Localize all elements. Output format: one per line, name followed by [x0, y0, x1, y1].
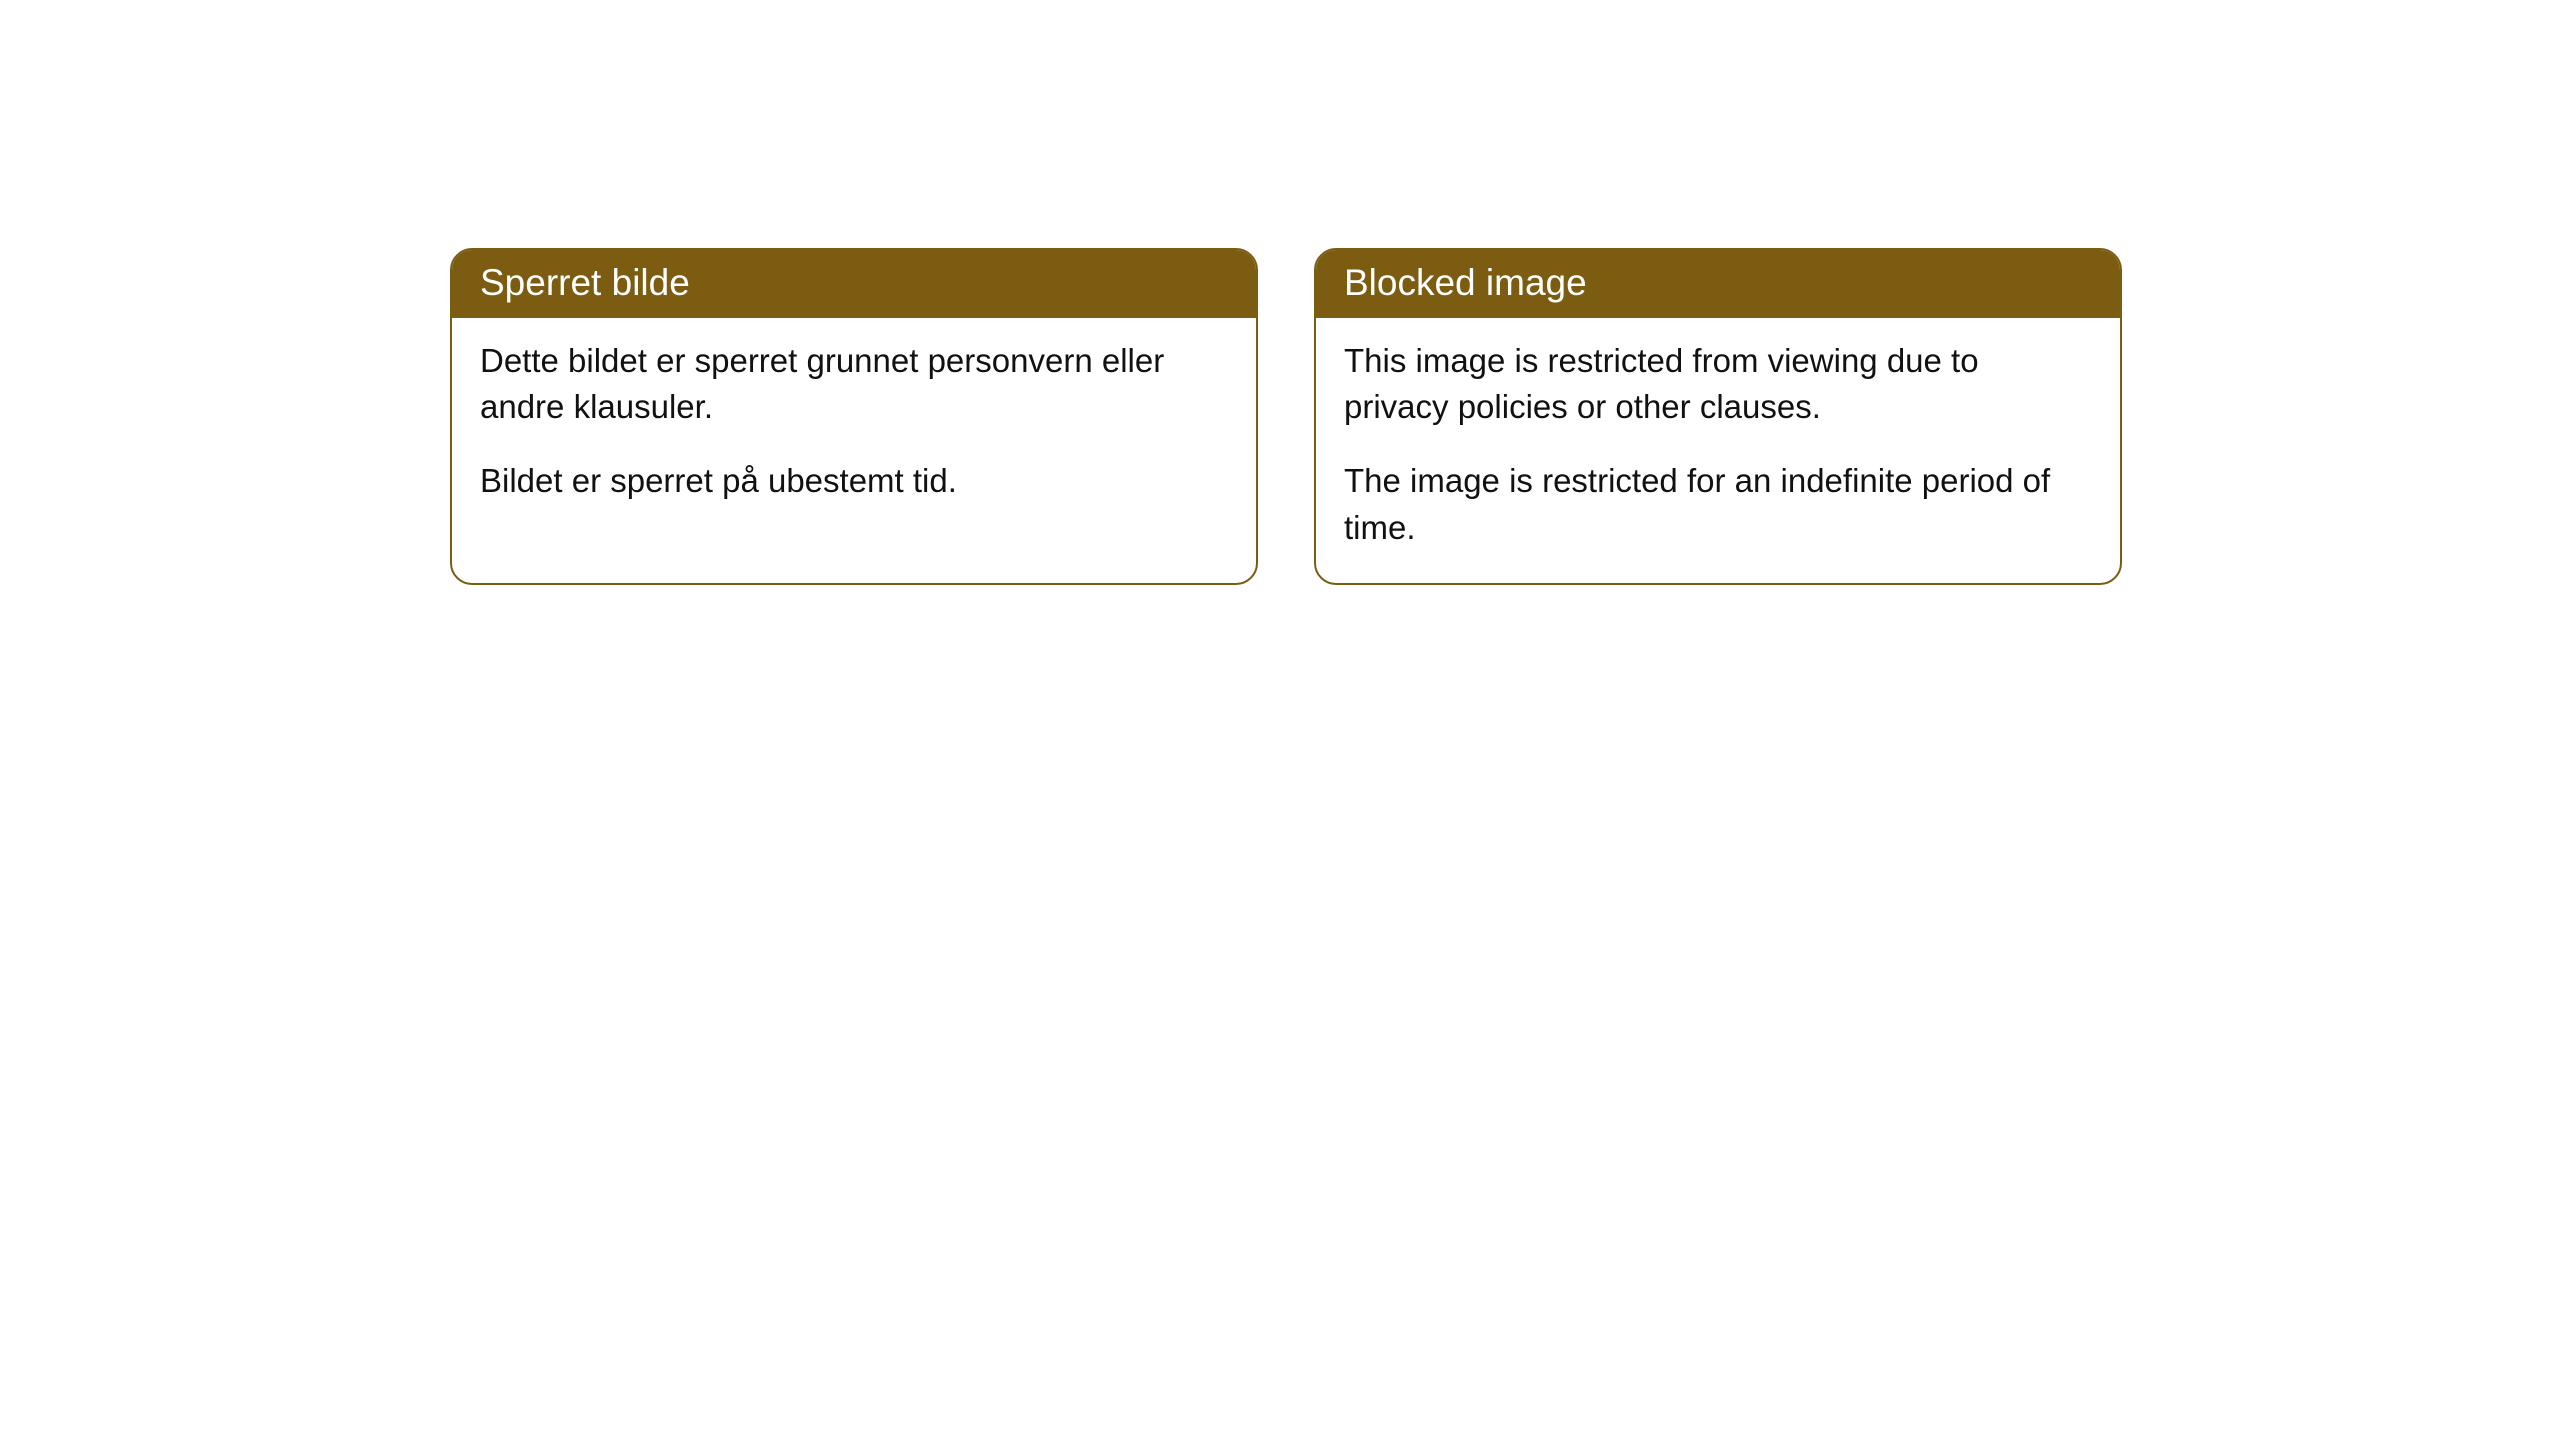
- notice-card-english: Blocked image This image is restricted f…: [1314, 248, 2122, 585]
- notice-paragraph: Dette bildet er sperret grunnet personve…: [480, 338, 1228, 430]
- notice-paragraph: Bildet er sperret på ubestemt tid.: [480, 458, 1228, 504]
- notice-card-norwegian: Sperret bilde Dette bildet er sperret gr…: [450, 248, 1258, 585]
- notice-title: Blocked image: [1316, 250, 2120, 318]
- notice-body: Dette bildet er sperret grunnet personve…: [452, 318, 1256, 537]
- notice-paragraph: The image is restricted for an indefinit…: [1344, 458, 2092, 550]
- notice-paragraph: This image is restricted from viewing du…: [1344, 338, 2092, 430]
- notice-container: Sperret bilde Dette bildet er sperret gr…: [450, 248, 2122, 585]
- notice-body: This image is restricted from viewing du…: [1316, 318, 2120, 583]
- notice-title: Sperret bilde: [452, 250, 1256, 318]
